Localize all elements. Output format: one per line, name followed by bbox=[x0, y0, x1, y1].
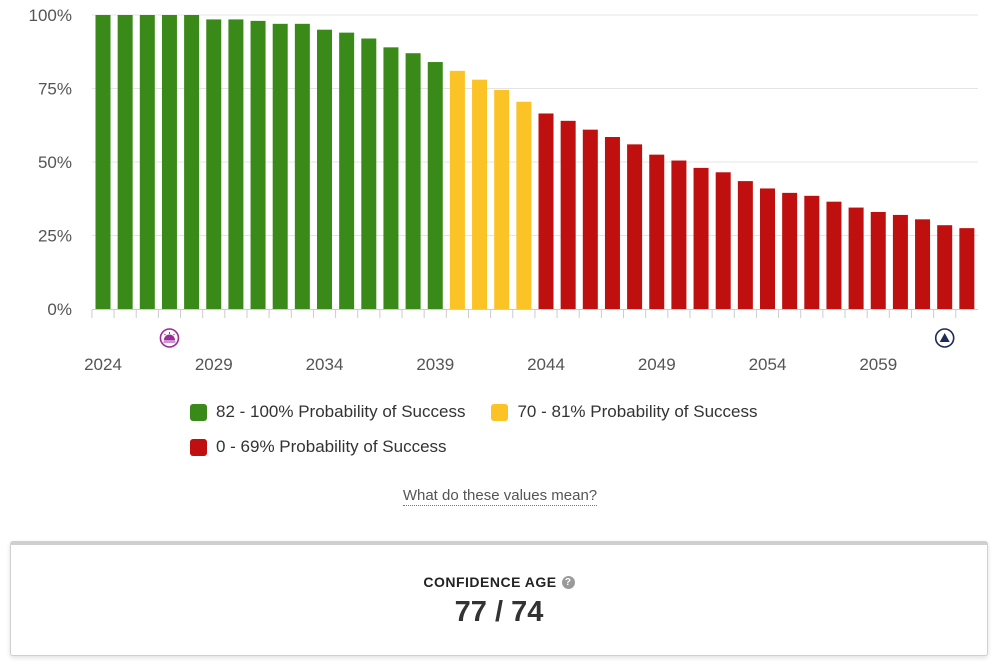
legend-label-yellow: 70 - 81% Probability of Success bbox=[517, 402, 758, 421]
bar bbox=[915, 219, 931, 309]
bar bbox=[516, 101, 532, 309]
question-circle-icon[interactable]: ? bbox=[561, 575, 575, 589]
bar bbox=[339, 32, 355, 309]
bar bbox=[937, 225, 953, 309]
bar bbox=[538, 113, 554, 310]
x-tick-label: 2029 bbox=[195, 355, 233, 374]
x-tick-label: 2039 bbox=[416, 355, 454, 374]
bar bbox=[494, 89, 510, 309]
bar bbox=[405, 53, 421, 309]
bar bbox=[737, 181, 753, 309]
bar bbox=[228, 19, 244, 309]
legend-swatch-yellow bbox=[491, 403, 509, 421]
y-tick-label: 100% bbox=[29, 6, 72, 25]
bar bbox=[959, 228, 975, 309]
legend-item-green[interactable]: 82 - 100% Probability of Success bbox=[190, 402, 465, 422]
bar bbox=[139, 15, 155, 309]
bar bbox=[604, 137, 620, 309]
bar bbox=[560, 120, 576, 309]
legend-label-green: 82 - 100% Probability of Success bbox=[216, 402, 466, 421]
legend-swatch-red bbox=[190, 438, 207, 456]
bar bbox=[272, 23, 288, 309]
confidence-age-label-row: CONFIDENCE AGE ? bbox=[11, 574, 987, 590]
bar bbox=[383, 47, 399, 310]
bar bbox=[693, 167, 709, 309]
sunset-glyph bbox=[163, 332, 176, 343]
bar bbox=[848, 207, 864, 309]
x-tick-label: 2024 bbox=[84, 355, 122, 374]
bar bbox=[161, 15, 177, 309]
bar bbox=[671, 160, 687, 309]
bar bbox=[361, 38, 377, 310]
bar bbox=[627, 144, 643, 309]
bar bbox=[870, 211, 886, 309]
confidence-age-value: 77 / 74 bbox=[454, 596, 544, 628]
bar bbox=[184, 15, 200, 309]
values-help-link-container: What do these values mean? bbox=[0, 487, 1000, 506]
bar bbox=[715, 172, 731, 309]
triangle-marker-icon[interactable] bbox=[934, 328, 955, 348]
probability-chart: 0% 25% 50% 75% 100% 2024 2029 2034 2039 2044 2049 2… bbox=[29, 6, 978, 374]
confidence-age-label: CONFIDENCE AGE bbox=[423, 574, 557, 590]
bar bbox=[117, 15, 133, 309]
x-tick-label: 2034 bbox=[306, 355, 344, 374]
bar bbox=[95, 15, 111, 309]
bar bbox=[760, 188, 775, 309]
y-tick-label: 75% bbox=[38, 80, 72, 99]
bar bbox=[317, 29, 332, 309]
bar bbox=[804, 195, 820, 309]
x-tick-label: 2049 bbox=[638, 355, 676, 374]
bar bbox=[582, 129, 598, 309]
legend-item-red[interactable]: 0 - 69% Probability of Success bbox=[190, 437, 447, 457]
bar bbox=[427, 62, 443, 309]
bar bbox=[826, 201, 842, 309]
bar bbox=[250, 20, 266, 309]
legend-label-red: 0 - 69% Probability of Success bbox=[216, 437, 447, 456]
legend-item-yellow[interactable]: 70 - 81% Probability of Success bbox=[491, 402, 757, 422]
chart-legend: 82 - 100% Probability of Success 70 - 81… bbox=[190, 398, 890, 468]
y-tick-label: 0% bbox=[47, 300, 72, 319]
bar bbox=[472, 79, 488, 310]
legend-swatch-green bbox=[190, 403, 207, 421]
y-tick-label: 50% bbox=[38, 153, 72, 172]
y-tick-label: 25% bbox=[38, 227, 72, 246]
x-tick-label: 2054 bbox=[749, 355, 787, 374]
bar bbox=[294, 23, 310, 309]
triangle-glyph bbox=[939, 333, 950, 342]
bar bbox=[892, 214, 908, 309]
x-tick-label: 2059 bbox=[859, 355, 897, 374]
bar bbox=[649, 154, 665, 309]
bar bbox=[449, 70, 465, 309]
sunset-marker-icon[interactable] bbox=[159, 328, 180, 348]
values-help-link[interactable]: What do these values mean? bbox=[402, 487, 598, 506]
bar bbox=[782, 192, 798, 309]
bar bbox=[206, 19, 222, 309]
x-tick-label: 2044 bbox=[527, 355, 565, 374]
confidence-age-card: CONFIDENCE AGE ? 77 / 74 bbox=[10, 541, 988, 656]
